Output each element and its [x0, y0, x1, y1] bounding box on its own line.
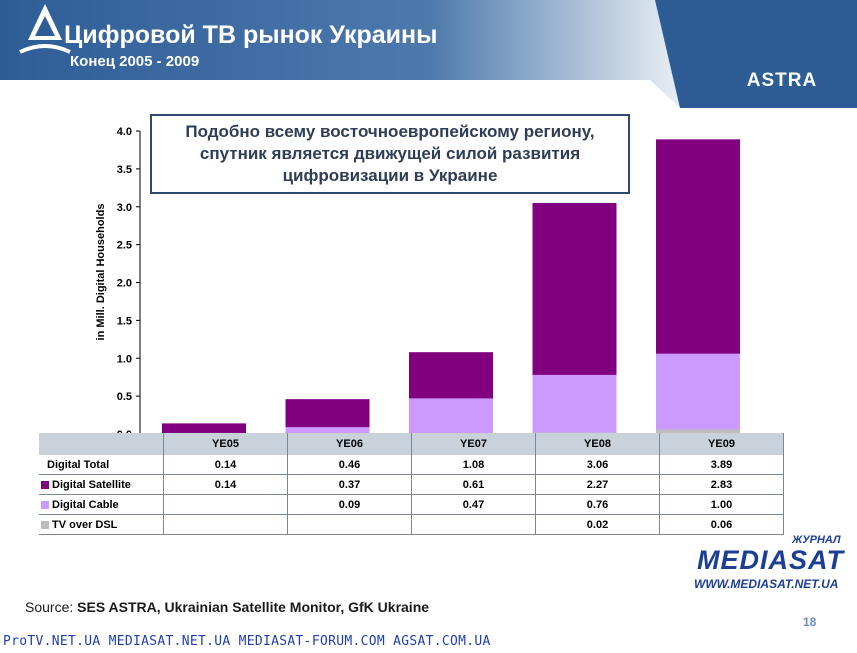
stacked-bar-chart: 0.00.51.01.52.02.53.03.54.0 in Mill. Dig…: [95, 126, 740, 441]
y-axis: 0.00.51.01.52.02.53.03.54.0: [117, 126, 141, 441]
page-subtitle: Конец 2005 - 2009: [70, 53, 200, 70]
footer-links: ProTV.NET.UA MEDIASAT.NET.UA MEDIASAT-FO…: [3, 634, 491, 649]
table-cell: [411, 514, 536, 535]
table-cell: 0.47: [411, 494, 536, 515]
table-row-label: TV over DSL: [39, 514, 164, 535]
source-note: Source: SES ASTRA, Ukrainian Satellite M…: [25, 599, 429, 615]
table-cell: 0.76: [535, 494, 660, 515]
y-tick-label: 2.0: [117, 278, 132, 290]
y-tick-label: 2.5: [117, 240, 132, 252]
table-cell: 0.02: [535, 514, 660, 535]
source-prefix: Source:: [25, 599, 74, 615]
astra-logo-icon: [19, 4, 71, 54]
table-row-label: Digital Total: [39, 455, 164, 475]
table-header-ye09: YE09: [659, 433, 784, 455]
bar-digital-cable-ye06: [285, 427, 370, 434]
table-cell: 1.00: [659, 494, 784, 515]
bar-digital-satellite-ye07: [409, 352, 493, 399]
bars: [162, 139, 740, 434]
table-row: Digital Satellite 0.14 0.37 0.61 2.27 2.83: [39, 474, 784, 495]
bar-tv-over-dsl-ye09: [656, 429, 740, 434]
page-title: Цифровой ТВ рынок Украины: [64, 21, 438, 49]
table-header-ye06: YE06: [287, 433, 412, 455]
table-cell: 0.14: [163, 455, 288, 475]
slide-header: Цифровой ТВ рынок Украины Конец 2005 - 2…: [0, 0, 857, 108]
bar-digital-satellite-ye09: [656, 139, 740, 354]
table-cell: 3.06: [535, 455, 660, 475]
y-axis-label: in Mill. Digital Households: [95, 204, 107, 341]
table-header-ye07: YE07: [411, 433, 536, 455]
bar-digital-cable-ye09: [656, 353, 740, 430]
legend-swatch: [41, 520, 49, 529]
y-tick-label: 1.5: [117, 315, 132, 327]
table-cell: [287, 514, 412, 535]
table-cell: 1.08: [411, 455, 536, 475]
data-table: YE05 YE06 YE07 YE08 YE09 Digital Total 0.14 0.…: [39, 433, 784, 535]
legend-swatch: [41, 480, 49, 489]
table-cell: 3.89: [659, 455, 784, 475]
mediasat-name: MEDIASAT: [697, 545, 844, 575]
table-cell: 2.83: [659, 474, 784, 495]
table-header-ye05: YE05: [163, 433, 288, 455]
table-body: Digital Total 0.14 0.46 1.08 3.06 3.89 Digital…: [39, 455, 784, 535]
table-row-label-text: Digital Cable: [52, 498, 119, 511]
table-cell: 0.61: [411, 474, 536, 495]
table-row: Digital Cable 0.09 0.47 0.76 1.00: [39, 494, 784, 515]
table-cell: 0.46: [287, 455, 412, 475]
table-header-row: YE05 YE06 YE07 YE08 YE09: [39, 433, 784, 455]
bar-digital-satellite-ye06: [285, 399, 370, 428]
mediasat-journal-label: ЖУРНАЛ: [792, 534, 841, 546]
table-row-label: Digital Satellite: [39, 474, 164, 495]
y-tick-label: 3.5: [117, 164, 132, 176]
table-cell: 0.06: [659, 514, 784, 535]
bar-digital-satellite-ye08: [532, 202, 617, 375]
table-row-label: Digital Cable: [39, 494, 164, 515]
table-cell: 0.14: [163, 474, 288, 495]
source-text: SES ASTRA, Ukrainian Satellite Monitor, …: [77, 599, 430, 615]
y-tick-label: 4.0: [117, 126, 132, 138]
table-cell: [163, 514, 288, 535]
table-header-ye08: YE08: [535, 433, 660, 455]
table-cell: 2.27: [535, 474, 660, 495]
table-row-label-text: Digital Satellite: [52, 478, 131, 491]
bar-digital-cable-ye08: [532, 374, 617, 433]
table-cell: [163, 494, 288, 515]
astra-logo-text: ASTRA: [746, 70, 818, 91]
table-row-label-text: Digital Total: [47, 458, 110, 471]
callout-box: Подобно всему восточноевропейскому регио…: [150, 114, 630, 194]
callout-text: Подобно всему восточноевропейскому регио…: [185, 122, 595, 185]
y-tick-label: 3.0: [117, 202, 132, 214]
table-cell: 0.09: [287, 494, 412, 515]
bar-digital-cable-ye07: [409, 398, 493, 434]
y-tick-label: 0.5: [117, 391, 132, 403]
legend-swatch: [41, 500, 49, 509]
table-cell: 0.37: [287, 474, 412, 495]
page-number: 18: [803, 615, 817, 629]
header-band: [0, 0, 857, 108]
bar-digital-satellite-ye05: [162, 423, 246, 434]
table-row: Digital Total 0.14 0.46 1.08 3.06 3.89: [39, 455, 784, 475]
mediasat-url: WWW.MEDIASAT.NET.UA: [694, 577, 839, 591]
y-tick-label: 1.0: [117, 353, 132, 365]
table-row-label-text: TV over DSL: [52, 518, 118, 531]
table-row: TV over DSL 0.02 0.06: [39, 514, 784, 535]
table-header-blank: [39, 433, 164, 455]
